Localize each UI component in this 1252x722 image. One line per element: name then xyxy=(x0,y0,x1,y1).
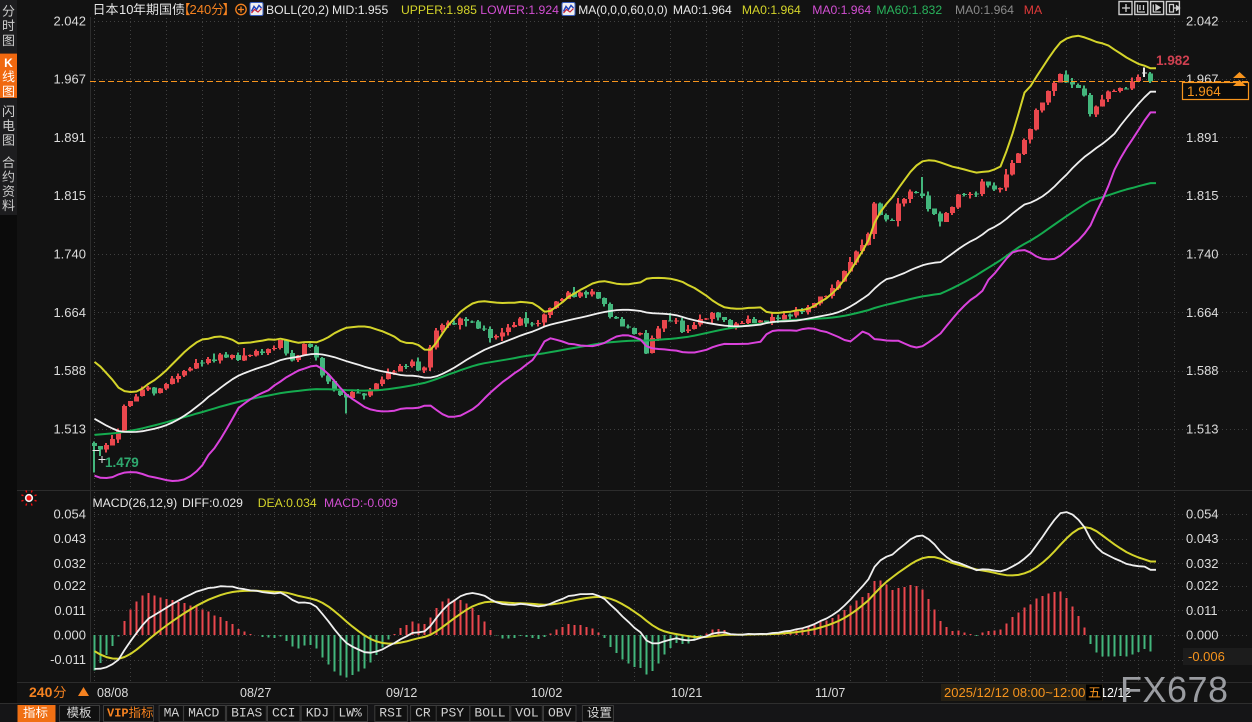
svg-text:2.042: 2.042 xyxy=(53,13,86,28)
svg-text:1.891: 1.891 xyxy=(53,130,86,145)
svg-text:MACD(26,12,9): MACD(26,12,9) xyxy=(93,496,178,510)
svg-text:1.664: 1.664 xyxy=(1186,305,1219,320)
svg-text:-0.011: -0.011 xyxy=(50,652,86,667)
svg-text:CCI: CCI xyxy=(272,706,295,721)
svg-text:0.043: 0.043 xyxy=(53,531,86,546)
svg-text:MACD:-0.009: MACD:-0.009 xyxy=(324,496,398,510)
svg-text:MA60:1.832: MA60:1.832 xyxy=(876,3,942,17)
svg-text:240: 240 xyxy=(190,2,212,17)
svg-text:RSI: RSI xyxy=(379,706,402,721)
svg-text:1.479: 1.479 xyxy=(105,455,139,470)
svg-text:10/02: 10/02 xyxy=(531,686,562,700)
svg-text:0.011: 0.011 xyxy=(1186,603,1218,618)
svg-text:0.011: 0.011 xyxy=(54,603,86,618)
svg-text:0.054: 0.054 xyxy=(53,507,86,522)
svg-text:DIFF:0.029: DIFF:0.029 xyxy=(182,496,243,510)
svg-text:BIAS: BIAS xyxy=(231,706,262,721)
svg-text:0.032: 0.032 xyxy=(1186,556,1219,571)
svg-text:1.513: 1.513 xyxy=(53,421,86,436)
svg-text:1.740: 1.740 xyxy=(53,247,86,262)
svg-text:LW%: LW% xyxy=(338,706,362,721)
svg-text:1.664: 1.664 xyxy=(53,305,86,320)
svg-text:12/12: 12/12 xyxy=(1100,686,1131,700)
svg-text:1.982: 1.982 xyxy=(1156,53,1190,68)
svg-text:BOLL: BOLL xyxy=(474,706,505,721)
svg-text:1.891: 1.891 xyxy=(1186,130,1219,145)
svg-text:MA0:1.964: MA0:1.964 xyxy=(673,3,732,17)
svg-text:11/07: 11/07 xyxy=(815,686,845,700)
svg-text:1.964: 1.964 xyxy=(1187,84,1221,99)
svg-text:0.022: 0.022 xyxy=(53,578,86,593)
svg-text:09/12: 09/12 xyxy=(386,686,417,700)
svg-text:K: K xyxy=(4,56,13,70)
svg-text:MA: MA xyxy=(1024,3,1043,17)
svg-text:MA(0,0,0,60,0,0): MA(0,0,0,60,0,0) xyxy=(578,3,667,17)
svg-text:KDJ: KDJ xyxy=(306,706,329,721)
svg-text:MID:1.955: MID:1.955 xyxy=(332,3,388,17)
svg-text:BOLL(20,2): BOLL(20,2) xyxy=(266,3,329,17)
svg-text:MA0:1.964: MA0:1.964 xyxy=(812,3,871,17)
svg-text:VIP: VIP xyxy=(107,707,129,721)
svg-text:1.967: 1.967 xyxy=(53,72,86,87)
svg-text:10: 10 xyxy=(119,2,133,17)
svg-text:MACD: MACD xyxy=(188,706,219,721)
svg-text:1.815: 1.815 xyxy=(53,188,86,203)
svg-text:240: 240 xyxy=(29,684,53,700)
svg-text:DEA:0.034: DEA:0.034 xyxy=(258,496,317,510)
svg-text:LOWER:1.924: LOWER:1.924 xyxy=(480,3,559,17)
svg-text:1.815: 1.815 xyxy=(1186,188,1219,203)
svg-text:0.022: 0.022 xyxy=(1186,578,1219,593)
svg-text:10/21: 10/21 xyxy=(671,686,702,700)
svg-text:0.054: 0.054 xyxy=(1186,507,1219,522)
svg-text:MA0:1.964: MA0:1.964 xyxy=(955,3,1014,17)
svg-text:0.032: 0.032 xyxy=(53,556,86,571)
svg-text:1.588: 1.588 xyxy=(1186,363,1219,378)
svg-text:08/27: 08/27 xyxy=(240,686,271,700)
svg-text:MA0:1.964: MA0:1.964 xyxy=(742,3,801,17)
svg-text:1.740: 1.740 xyxy=(1186,247,1219,262)
svg-text:OBV: OBV xyxy=(548,706,572,721)
svg-text:2025/12/12 08:00~12:00: 2025/12/12 08:00~12:00 xyxy=(944,685,1085,700)
svg-text:0.000: 0.000 xyxy=(53,627,86,642)
svg-text:CR: CR xyxy=(415,706,431,721)
svg-text:1.513: 1.513 xyxy=(1186,421,1219,436)
svg-text:PSY: PSY xyxy=(441,706,465,721)
svg-text:MA: MA xyxy=(164,706,180,721)
svg-text:08/08: 08/08 xyxy=(97,686,128,700)
svg-text:-0.006: -0.006 xyxy=(1188,649,1225,664)
svg-text:0.043: 0.043 xyxy=(1186,531,1219,546)
svg-text:1.588: 1.588 xyxy=(53,363,86,378)
svg-text:2.042: 2.042 xyxy=(1186,13,1219,28)
svg-text:UPPER:1.985: UPPER:1.985 xyxy=(401,3,477,17)
svg-text:0.000: 0.000 xyxy=(1186,627,1219,642)
svg-text:VOL: VOL xyxy=(515,706,538,721)
